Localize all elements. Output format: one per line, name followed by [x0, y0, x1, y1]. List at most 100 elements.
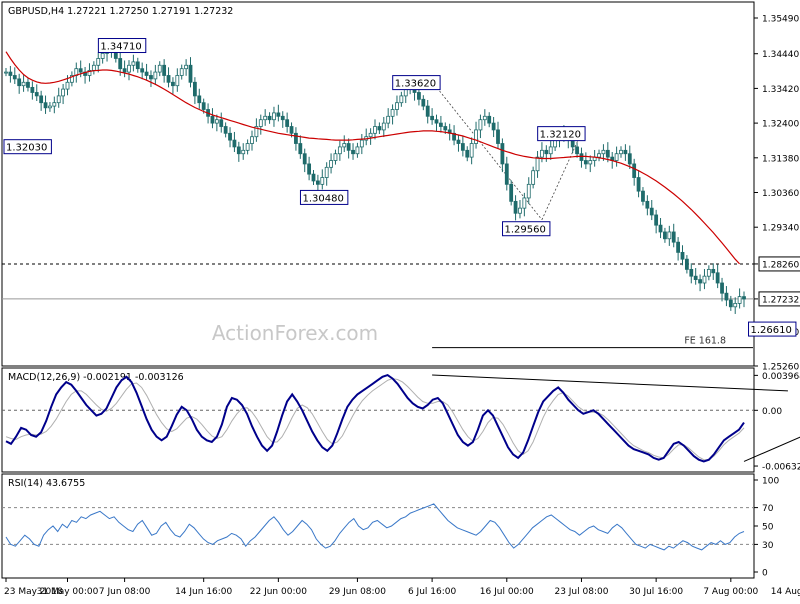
candle-body	[509, 183, 514, 202]
candle-body	[452, 132, 456, 141]
rsi-tick-label: 100	[762, 477, 779, 487]
annotation-box	[3, 139, 52, 155]
candle-body	[144, 71, 149, 76]
candle-body	[329, 160, 333, 168]
price-tick-box	[758, 256, 800, 272]
candle-body	[526, 183, 531, 199]
candle-body	[258, 119, 263, 127]
macd-tick-label: 0.003964	[762, 372, 800, 382]
price-tick-label: 1.31380	[762, 154, 799, 164]
candle-body	[127, 64, 131, 73]
price-tick-label: 1.28260	[762, 260, 799, 270]
candle-body	[535, 156, 540, 172]
candle-body	[531, 170, 536, 185]
price-tick-label: 1.30360	[762, 189, 799, 199]
candle-body	[228, 132, 232, 141]
candle-body	[381, 122, 386, 131]
candle-body	[307, 163, 312, 175]
candle-body	[359, 139, 364, 148]
candle-body	[583, 160, 588, 165]
candle-body	[663, 231, 667, 240]
candle-body	[280, 115, 285, 121]
candle-body	[61, 88, 66, 97]
watermark: ActionForex.com	[212, 321, 378, 345]
candle-body	[276, 112, 281, 117]
candle-body	[425, 105, 430, 117]
candle-body	[26, 81, 30, 88]
candle-body	[140, 68, 145, 73]
fe-label: FE 161.8	[684, 336, 726, 347]
candle-body	[636, 177, 641, 192]
annotation-label: 1.30480	[302, 193, 343, 204]
candle-body	[39, 95, 44, 104]
x-tick-label: 30 Jul 16:00	[629, 587, 683, 597]
main-panel-frame	[1, 1, 755, 367]
price-tick-label: 1.29340	[762, 224, 799, 234]
candle-body	[667, 231, 672, 240]
x-tick-label: 6 Jul 16:00	[408, 587, 457, 597]
candle-body	[698, 279, 702, 284]
x-tick-label: 23 May 2018	[4, 587, 63, 597]
candle-body	[192, 81, 197, 97]
candle-body	[421, 98, 426, 107]
rsi-tick-label: 70	[762, 504, 774, 514]
candle-body	[320, 177, 325, 185]
candle-body	[482, 115, 487, 121]
candle-body	[548, 146, 553, 155]
candle-body	[438, 122, 443, 127]
candle-body	[702, 275, 707, 284]
annotation-label: 1.33620	[395, 79, 436, 90]
candle-body	[166, 75, 171, 83]
candle-body	[417, 92, 421, 100]
candle-body	[311, 173, 316, 182]
annotation-label: 1.26610	[751, 325, 792, 336]
candle-body	[430, 115, 435, 121]
x-tick-label: 14 Jun 16:00	[175, 587, 232, 597]
candle-body	[337, 146, 342, 155]
candle-body	[52, 102, 57, 107]
x-tick-label: 23 Jul 08:00	[554, 587, 608, 597]
candle-body	[351, 149, 355, 155]
annotation-label: 1.29560	[505, 225, 546, 236]
candle-body	[4, 71, 8, 74]
candle-body	[153, 71, 158, 80]
annotation-label: 1.34710	[100, 42, 141, 53]
candle-body	[65, 81, 70, 90]
rsi-tick-label: 30	[762, 541, 774, 551]
candle-body	[210, 115, 215, 124]
candle-body	[518, 207, 522, 214]
candle-body	[465, 149, 470, 158]
candle-body	[443, 126, 448, 131]
candle-body	[649, 207, 654, 216]
candle-body	[69, 75, 74, 83]
candle-body	[56, 95, 61, 104]
candle-body	[78, 68, 83, 73]
main-header: GBPUSD,H4 1.27221 1.27250 1.27191 1.2723…	[8, 6, 233, 17]
candle-body	[8, 71, 13, 76]
candle-body	[131, 61, 136, 66]
candle-body	[693, 275, 698, 280]
candle-body	[219, 119, 224, 127]
candle-body	[553, 139, 558, 148]
candle-body	[43, 102, 48, 109]
candle-body	[579, 153, 584, 161]
candle-body	[487, 115, 492, 124]
candle-body	[456, 139, 461, 144]
candle-body	[469, 143, 474, 158]
candle-body	[623, 149, 628, 155]
candle-body	[627, 153, 632, 165]
candle-body	[232, 139, 237, 148]
candle-body	[588, 160, 593, 165]
candle-body	[298, 143, 303, 155]
price-tick-label: 1.33420	[762, 85, 799, 95]
candle-body	[241, 149, 246, 155]
candle-body	[315, 180, 320, 185]
candle-body	[513, 200, 518, 214]
rsi-tick-label: 50	[762, 523, 774, 533]
macd-signal-line	[5, 378, 745, 461]
candle-body	[478, 119, 483, 131]
candle-body	[711, 268, 716, 274]
candle-body	[250, 136, 254, 144]
moving-average-line	[5, 51, 741, 265]
